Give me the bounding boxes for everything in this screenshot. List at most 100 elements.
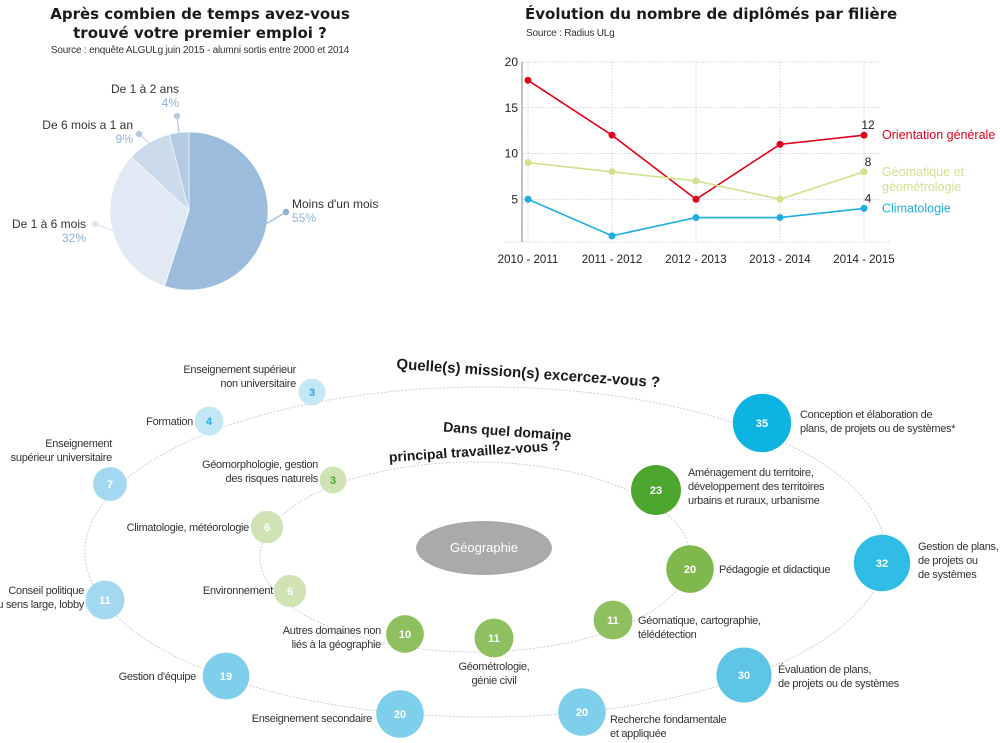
mission-bubble	[376, 690, 424, 738]
pie-slice-label: De 1 à 6 mois	[12, 217, 86, 231]
y-tick-label: 20	[505, 55, 519, 69]
mission-node: 4 Formation	[146, 406, 224, 436]
mission-node: 7 Enseignement supérieur universitaire	[11, 438, 127, 501]
pie-slice	[164, 131, 269, 291]
domain-label: génie civil	[471, 675, 516, 687]
mission-value: 7	[107, 479, 113, 491]
y-tick-label: 15	[505, 101, 519, 115]
mission-node: 19 Gestion d'équipe	[119, 652, 250, 700]
domain-bubble	[273, 574, 307, 608]
mission-label: plans, de projets ou de systèmes*	[800, 423, 956, 435]
pie-leader-dot	[135, 130, 143, 138]
domain-value: 20	[684, 564, 696, 576]
end-value-label: 8	[865, 155, 872, 169]
pie-title-line-1: Après combien de temps avez-vous	[50, 5, 350, 23]
domain-bubble	[319, 466, 347, 494]
mission-value: 30	[738, 670, 750, 682]
domain-bubble	[666, 545, 714, 593]
pie-chart-title: Après combien de temps avez-vous trouvé …	[20, 5, 380, 43]
pie-title-line-2: trouvé votre premier emploi ?	[73, 24, 327, 42]
data-point	[776, 140, 784, 148]
domain-node: 3 Géomorphologie, gestion des risques natu…	[202, 459, 347, 494]
mission-value: 19	[220, 671, 232, 683]
domain-node: 23 Aménagement du territoire, développemen…	[631, 465, 825, 515]
mission-label: Enseignement secondaire	[252, 713, 372, 725]
pie-slice	[168, 131, 190, 212]
mission-label: Conseil politique	[8, 585, 84, 597]
series-0: 12	[524, 76, 875, 203]
line-grid	[504, 61, 890, 243]
mission-value: 32	[876, 558, 888, 570]
mission-label: Gestion de plans,	[918, 541, 999, 553]
pie-leader-dot	[91, 220, 99, 228]
pie-slice-label: De 1 à 2 ans	[111, 82, 179, 96]
pie-slice-percent: 32%	[62, 231, 86, 245]
domain-label: Géométrologie,	[458, 661, 529, 673]
domain-label: des risques naturels	[226, 473, 319, 485]
pie-slices	[109, 131, 269, 291]
mission-value: 20	[394, 709, 406, 721]
y-tick-label: 5	[511, 192, 518, 206]
data-point	[776, 214, 784, 222]
legend-label: Orientation générale	[882, 128, 995, 142]
data-point	[608, 131, 616, 139]
x-tick-label: 2011 - 2012	[582, 254, 643, 266]
mission-label: non universitaire	[220, 378, 296, 390]
data-point	[524, 76, 532, 84]
data-point	[608, 232, 616, 240]
mission-bubble	[558, 688, 606, 736]
domain-node: 20 Pédagogie et didactique	[666, 545, 831, 593]
mission-label: Gestion d'équipe	[119, 671, 197, 683]
pie-slice-label: Moins d'un mois	[292, 197, 378, 211]
domain-value: 23	[650, 485, 662, 497]
mission-label: au sens large, lobby	[0, 599, 85, 611]
domain-label: urbains et ruraux, urbanisme	[688, 495, 820, 507]
mission-label: supérieur universitaire	[11, 452, 112, 464]
bubble-diagram-svg: Géographie Quelle(s) mission(s) excercez-…	[0, 356, 999, 740]
data-point	[692, 177, 700, 185]
line-chart-svg: 5 10 15 20 2010 - 2011 2011 - 2012 2012 - 2013…	[498, 55, 996, 266]
mission-bubble	[202, 652, 250, 700]
domain-node: 10 Autres domaines non liés à la géographi…	[283, 615, 424, 653]
x-tick-label: 2013 - 2014	[749, 254, 811, 266]
mission-node: 20 Recherche fondamentale et appliquée	[558, 688, 727, 740]
data-point	[524, 159, 532, 167]
center-label: Géographie	[450, 540, 518, 555]
domain-bubble	[631, 465, 681, 515]
domain-label: télédétection	[638, 629, 697, 641]
mission-bubble	[298, 378, 326, 406]
pie-chart-panel: Après combien de temps avez-vous trouvé …	[0, 0, 400, 300]
mission-node: 35 Conception et élaboration de plans, de …	[732, 393, 957, 453]
x-tick-label: 2010 - 2011	[498, 254, 559, 266]
pie-slice-percent: 55%	[292, 211, 316, 225]
mission-node: 32 Gestion de plans, de projets ou de systè…	[853, 534, 999, 592]
series-1: 8	[524, 155, 872, 203]
mission-label: Formation	[146, 416, 193, 428]
data-point	[692, 214, 700, 222]
legend-label: Géomatique et	[882, 165, 965, 179]
domain-bubble	[250, 510, 284, 544]
series-2: 4	[524, 191, 872, 240]
mission-bubble	[85, 580, 125, 620]
domain-value: 11	[488, 633, 500, 645]
mission-node: 3 Enseignement supérieur non universitaire	[183, 364, 326, 406]
data-point	[860, 168, 868, 176]
domain-label: Autres domaines non	[283, 625, 381, 637]
pie-leader-line	[266, 211, 287, 224]
end-value-label: 4	[865, 191, 872, 205]
domain-node: 11 Géométrologie, génie civil	[458, 618, 530, 687]
domain-value: 10	[399, 629, 411, 641]
mission-node: 11 Conseil politique au sens large, lobby	[0, 580, 125, 620]
pie-slice-label: De 6 mois a 1 an	[42, 118, 133, 132]
data-point	[776, 195, 784, 203]
domain-value: 11	[607, 615, 619, 627]
domain-bubble	[474, 618, 514, 658]
end-value-label: 12	[861, 118, 875, 132]
data-point	[692, 195, 700, 203]
domain-node: 11 Géomatique, cartographie, télédétectio…	[593, 600, 761, 641]
mission-node: 20 Enseignement secondaire	[252, 690, 424, 738]
pie-chart-source: Source : enquête ALGULg juin 2015 - alum…	[50, 45, 350, 56]
mission-label: Enseignement supérieur	[183, 364, 296, 376]
line-chart-source: Source : Radius ULg	[526, 28, 615, 39]
